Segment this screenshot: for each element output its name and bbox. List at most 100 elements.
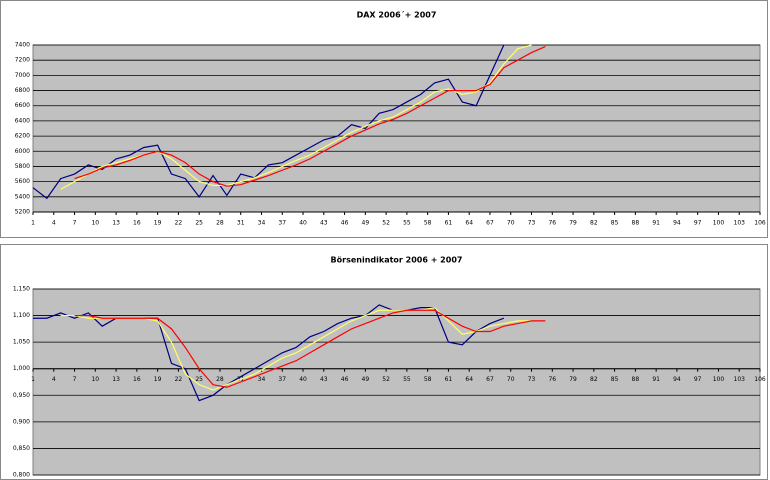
x-tick-label: 91 [652, 376, 660, 383]
x-tick-label: 46 [341, 220, 349, 227]
x-tick-label: 88 [632, 376, 640, 383]
x-tick-label: 25 [195, 220, 203, 227]
x-tick-label: 4 [52, 376, 56, 383]
x-tick-label: 73 [528, 220, 536, 227]
x-tick-label: 94 [673, 220, 681, 227]
x-tick-label: 61 [445, 376, 453, 383]
x-tick-label: 85 [611, 220, 619, 227]
x-tick-label: 10 [91, 376, 99, 383]
x-tick-label: 82 [590, 220, 598, 227]
y-tick-label: 1,150 [13, 286, 30, 293]
x-tick-label: 79 [569, 376, 577, 383]
x-tick-label: 31 [237, 220, 245, 227]
x-tick-label: 61 [445, 220, 453, 227]
x-tick-label: 91 [652, 220, 660, 227]
x-tick-label: 34 [258, 220, 266, 227]
x-tick-label: 67 [486, 220, 494, 227]
x-tick-label: 19 [154, 220, 162, 227]
y-tick-label: 6400 [15, 117, 30, 124]
y-tick-label: 7000 [15, 72, 30, 79]
y-tick-label: 1,100 [13, 312, 30, 319]
x-tick-label: 85 [611, 376, 619, 383]
x-tick-label: 94 [673, 376, 681, 383]
x-tick-label: 76 [548, 220, 556, 227]
y-tick-label: 6600 [15, 102, 30, 109]
y-tick-label: 7200 [15, 57, 30, 64]
x-tick-label: 52 [382, 376, 390, 383]
y-tick-label: 0,850 [13, 445, 30, 452]
x-tick-label: 97 [694, 376, 702, 383]
x-tick-label: 28 [216, 376, 224, 383]
x-tick-label: 70 [507, 376, 515, 383]
x-tick-label: 64 [465, 220, 473, 227]
x-tick-label: 43 [320, 376, 328, 383]
x-tick-label: 13 [112, 376, 120, 383]
y-tick-label: 6800 [15, 87, 30, 94]
x-tick-label: 19 [154, 376, 162, 383]
x-tick-label: 13 [112, 220, 120, 227]
x-tick-label: 22 [175, 220, 183, 227]
y-tick-label: 5800 [15, 163, 30, 170]
x-tick-label: 43 [320, 220, 328, 227]
x-tick-label: 103 [734, 220, 746, 227]
x-tick-label: 55 [403, 376, 411, 383]
x-tick-label: 22 [175, 376, 183, 383]
y-tick-label: 0,800 [13, 472, 30, 479]
x-tick-label: 37 [278, 376, 286, 383]
y-tick-label: 1,000 [13, 365, 30, 372]
chart-title: DAX 2006´+ 2007 [357, 10, 437, 20]
x-tick-label: 16 [133, 220, 141, 227]
x-tick-label: 34 [258, 376, 266, 383]
x-tick-label: 64 [465, 376, 473, 383]
x-tick-label: 70 [507, 220, 515, 227]
series-line [74, 45, 546, 187]
x-tick-label: 88 [632, 220, 640, 227]
plot-area [32, 288, 761, 476]
x-tick-label: 49 [362, 376, 370, 383]
plot-area [32, 44, 761, 213]
x-tick-label: 10 [91, 220, 99, 227]
x-tick-label: 97 [694, 220, 702, 227]
x-tick-label: 76 [548, 376, 556, 383]
series-line [32, 44, 505, 200]
x-tick-label: 73 [528, 376, 536, 383]
x-tick-label: 40 [299, 376, 307, 383]
y-tick-label: 5200 [15, 209, 30, 216]
series-line [74, 309, 546, 388]
series-line [33, 304, 505, 402]
y-tick-label: 5600 [15, 178, 30, 185]
x-tick-label: 79 [569, 220, 577, 227]
x-tick-label: 46 [341, 376, 349, 383]
x-tick-label: 25 [195, 376, 203, 383]
x-tick-label: 40 [299, 220, 307, 227]
y-tick-label: 7400 [15, 42, 30, 49]
x-tick-label: 4 [52, 220, 56, 227]
x-tick-label: 58 [424, 220, 432, 227]
x-tick-label: 52 [382, 220, 390, 227]
x-tick-label: 1 [31, 376, 35, 383]
chart-title: Börsenindikator 2006 + 2007 [331, 256, 463, 265]
y-tick-label: 0,950 [13, 392, 30, 399]
x-tick-label: 82 [590, 376, 598, 383]
x-tick-label: 16 [133, 376, 141, 383]
x-tick-label: 55 [403, 220, 411, 227]
y-tick-label: 0,900 [13, 418, 30, 425]
y-tick-label: 5400 [15, 193, 30, 200]
x-tick-label: 103 [734, 376, 746, 383]
x-tick-label: 37 [278, 220, 286, 227]
x-tick-label: 28 [216, 220, 224, 227]
y-tick-label: 6000 [15, 148, 30, 155]
y-tick-label: 6200 [15, 133, 30, 140]
x-tick-label: 100 [713, 220, 725, 227]
x-tick-label: 1 [31, 220, 35, 227]
x-tick-label: 106 [754, 220, 766, 227]
x-tick-label: 49 [362, 220, 370, 227]
x-tick-label: 7 [73, 220, 77, 227]
x-tick-label: 7 [73, 376, 77, 383]
x-tick-label: 67 [486, 376, 494, 383]
x-tick-label: 58 [424, 376, 432, 383]
x-tick-label: 100 [713, 376, 725, 383]
x-tick-label: 106 [754, 376, 766, 383]
y-tick-label: 1,050 [13, 339, 30, 346]
